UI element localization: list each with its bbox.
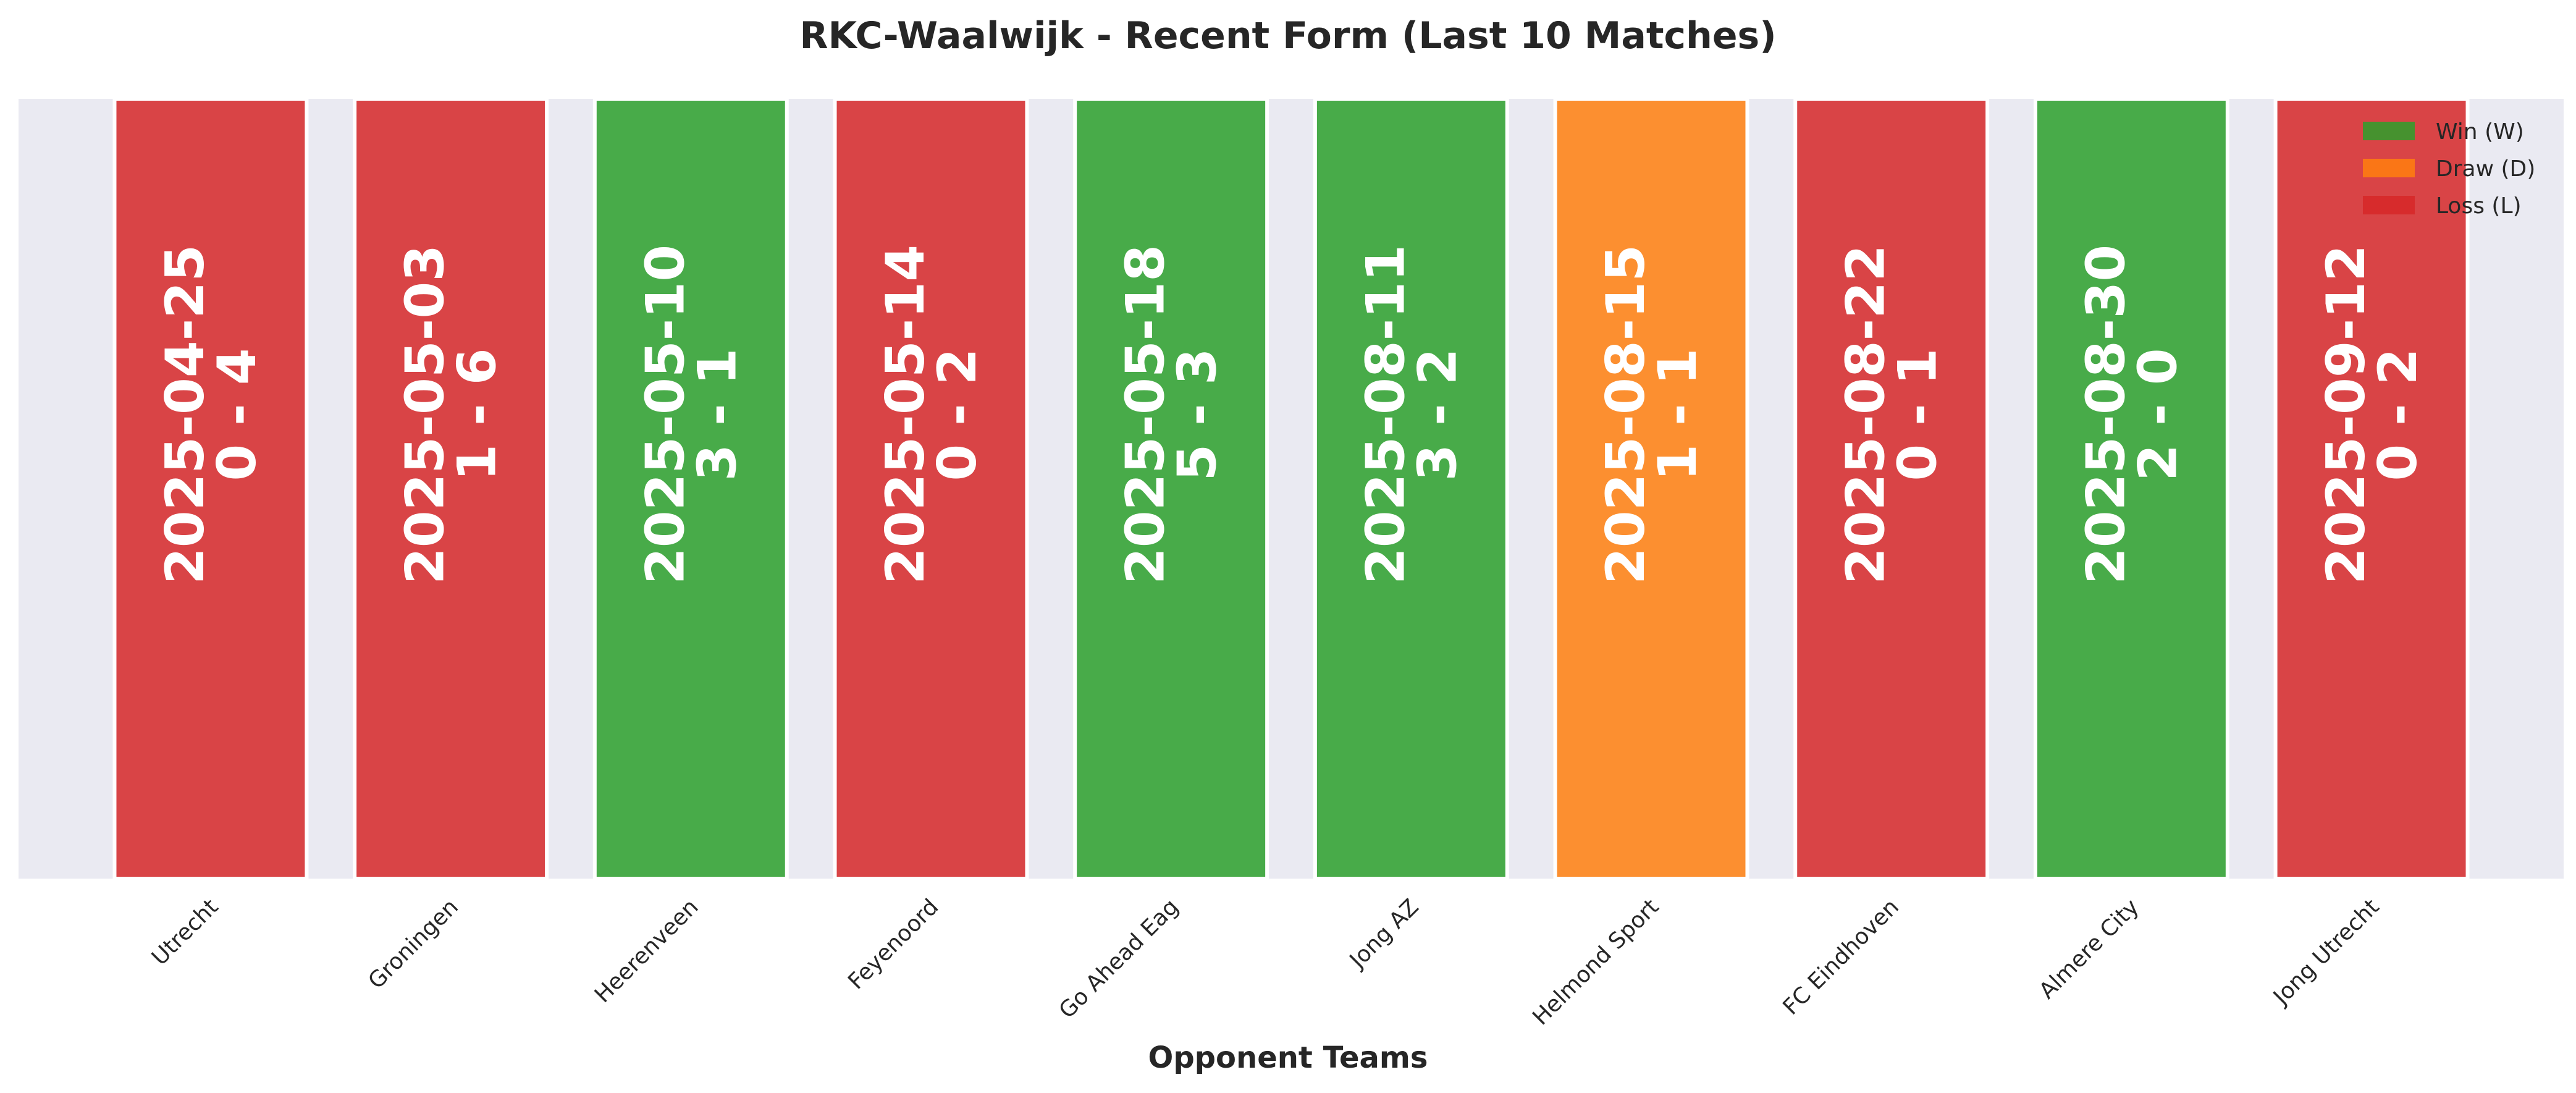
bar-data-label: 2025-05-031 - 6	[395, 245, 508, 584]
x-tick-label: Almere City	[2034, 894, 2144, 1003]
legend-label: Draw (D)	[2436, 156, 2535, 182]
bar-feyenoord	[833, 97, 1029, 880]
x-tick-label: FC Eindhoven	[1778, 894, 1905, 1020]
bar-data-label: 2025-05-140 - 2	[875, 245, 988, 584]
bar-data-label: 2025-08-151 - 1	[1595, 245, 1709, 584]
bar-data-label: 2025-09-120 - 2	[2315, 245, 2429, 584]
bar-jong-utrecht	[2273, 97, 2470, 880]
legend-label: Loss (L)	[2436, 193, 2522, 219]
bar-groningen	[353, 97, 549, 880]
x-tick-label: Jong Utrecht	[2268, 894, 2384, 1010]
match-score-label: 1 - 6	[447, 348, 508, 481]
bar-data-label: 2025-08-220 - 1	[1835, 245, 1949, 584]
x-tick-label: Go Ahead Eag	[1054, 894, 1184, 1023]
x-axis-label: Opponent Teams	[1148, 1040, 1428, 1075]
legend-swatch-l	[2363, 196, 2415, 214]
bars-layer: 2025-04-250 - 4 2025-05-031 - 6 2025-05-10…	[112, 97, 2470, 880]
x-tick-label: Feyenoord	[843, 894, 943, 994]
match-score-label: 0 - 1	[1887, 348, 1949, 481]
match-date-label: 2025-08-11	[1355, 245, 1416, 584]
match-date-label: 2025-05-03	[395, 245, 457, 584]
match-date-label: 2025-05-10	[634, 245, 696, 584]
bar-data-label: 2025-05-103 - 1	[634, 245, 748, 584]
match-date-label: 2025-08-15	[1595, 245, 1657, 584]
bar-helmond-sport	[1553, 97, 1749, 880]
match-date-label: 2025-04-25	[154, 245, 216, 584]
match-score-label: 3 - 2	[1407, 348, 1468, 481]
match-score-label: 5 - 3	[1167, 348, 1229, 481]
match-score-label: 2 - 0	[2127, 348, 2189, 481]
bar-data-label: 2025-08-302 - 0	[2075, 245, 2189, 584]
match-score-label: 3 - 1	[686, 348, 748, 481]
match-date-label: 2025-09-12	[2315, 245, 2377, 584]
bar-utrecht	[112, 97, 309, 880]
chart-legend: Win (W) Draw (D) Loss (L)	[2363, 119, 2535, 219]
match-date-label: 2025-05-14	[875, 245, 937, 584]
bar-data-label: 2025-08-113 - 2	[1355, 245, 1468, 584]
match-date-label: 2025-05-18	[1115, 245, 1177, 584]
match-score-label: 0 - 4	[206, 348, 268, 481]
bar-go-ahead-eag	[1073, 97, 1269, 880]
bar-fc-eindhoven	[1793, 97, 1990, 880]
chart-title: RKC-Waalwijk - Recent Form (Last 10 Matc…	[799, 14, 1776, 57]
bar-almere-city	[2033, 97, 2229, 880]
legend-label: Win (W)	[2436, 119, 2524, 145]
match-score-label: 0 - 2	[2367, 348, 2429, 481]
legend-swatch-w	[2363, 122, 2415, 140]
x-tick-labels: Utrecht Groningen Heerenveen Feyenoord Go Ah…	[147, 894, 2384, 1030]
match-score-label: 1 - 1	[1647, 348, 1709, 481]
bar-data-label: 2025-04-250 - 4	[154, 245, 268, 584]
bar-heerenveen	[592, 97, 789, 880]
bar-jong-az	[1313, 97, 1509, 880]
match-date-label: 2025-08-22	[1835, 245, 1897, 584]
bar-data-label: 2025-05-185 - 3	[1115, 245, 1229, 584]
match-date-label: 2025-08-30	[2075, 245, 2137, 584]
legend-swatch-d	[2363, 159, 2415, 177]
x-tick-label: Jong AZ	[1344, 894, 1424, 974]
x-tick-label: Groningen	[363, 894, 463, 994]
match-score-label: 0 - 2	[927, 348, 988, 481]
x-tick-label: Helmond Sport	[1528, 894, 1664, 1030]
x-tick-label: Heerenveen	[590, 894, 704, 1008]
x-tick-label: Utrecht	[147, 894, 223, 970]
